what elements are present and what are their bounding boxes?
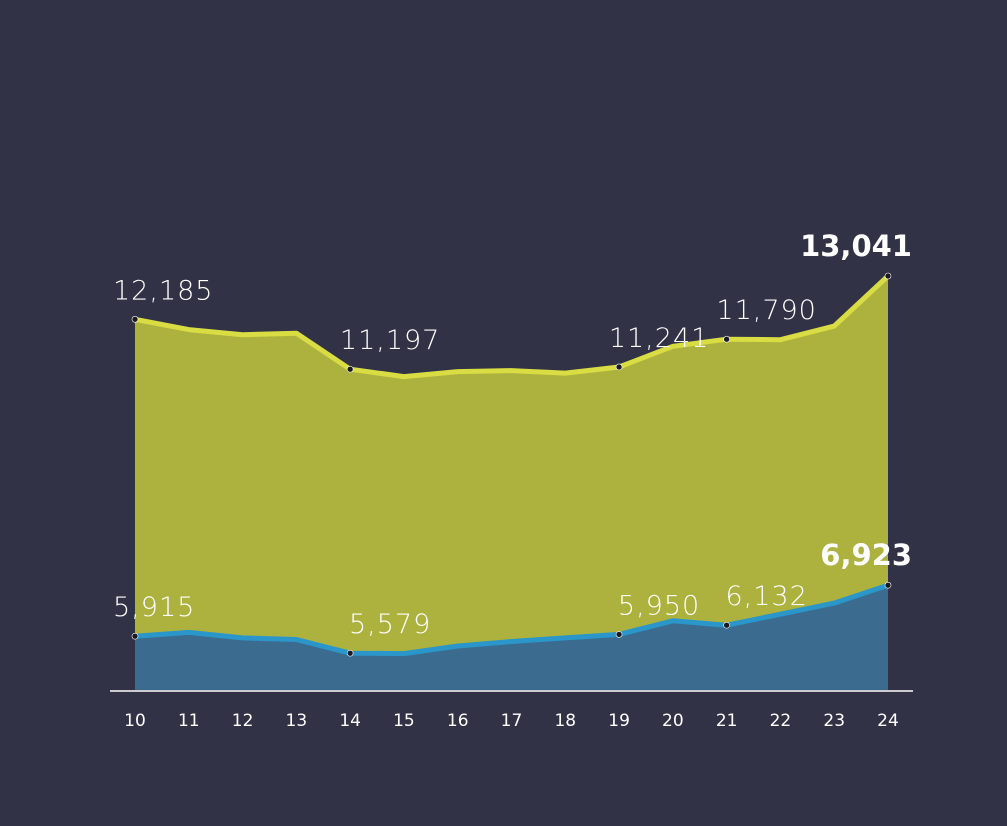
x-tick-label: 15 [393,711,415,731]
x-tick-label: 19 [608,711,630,731]
series-1-line [134,582,889,657]
area-layer [135,276,888,690]
data-points [131,272,892,657]
x-tick-label: 24 [877,711,899,731]
data-point [884,272,892,280]
x-tick-label: 23 [823,711,845,731]
data-point [346,365,354,373]
data-point [884,581,892,589]
data-label: 12,185 [113,275,213,306]
data-point [615,363,623,371]
line-layer [134,274,890,657]
data-label: 5,579 [349,609,431,640]
series-0-line [134,274,890,380]
x-tick-label: 17 [501,711,523,731]
data-label: 11,241 [609,323,709,354]
x-tick-label: 18 [554,711,576,731]
x-tick-labels: 10 11 12 13 14 15 16 17 18 19 20 21 22 23 24 [124,711,899,731]
x-tick-label: 14 [339,711,361,731]
data-point [131,315,139,323]
data-label: 6,132 [725,581,807,612]
data-point [131,632,139,640]
x-tick-label: 11 [178,711,200,731]
series-1-area [135,585,888,690]
data-label: 5,915 [113,592,195,623]
x-tick-label: 21 [716,711,738,731]
x-tick-label: 10 [124,711,146,731]
data-point [723,335,730,343]
series-0-area [135,276,888,690]
x-tick-label: 16 [447,711,469,731]
data-label: 5,950 [618,590,700,621]
data-label: 11,790 [716,295,816,326]
x-tick-label: 13 [286,711,308,731]
data-label: 11,197 [340,325,440,356]
data-point [615,631,623,638]
data-label: 6,923 [820,538,912,572]
data-point [346,649,354,657]
data-point [723,621,730,629]
x-tick-label: 20 [662,711,684,731]
data-label: 13,041 [800,229,912,263]
x-tick-label: 22 [770,711,792,731]
x-tick-label: 12 [232,711,254,731]
